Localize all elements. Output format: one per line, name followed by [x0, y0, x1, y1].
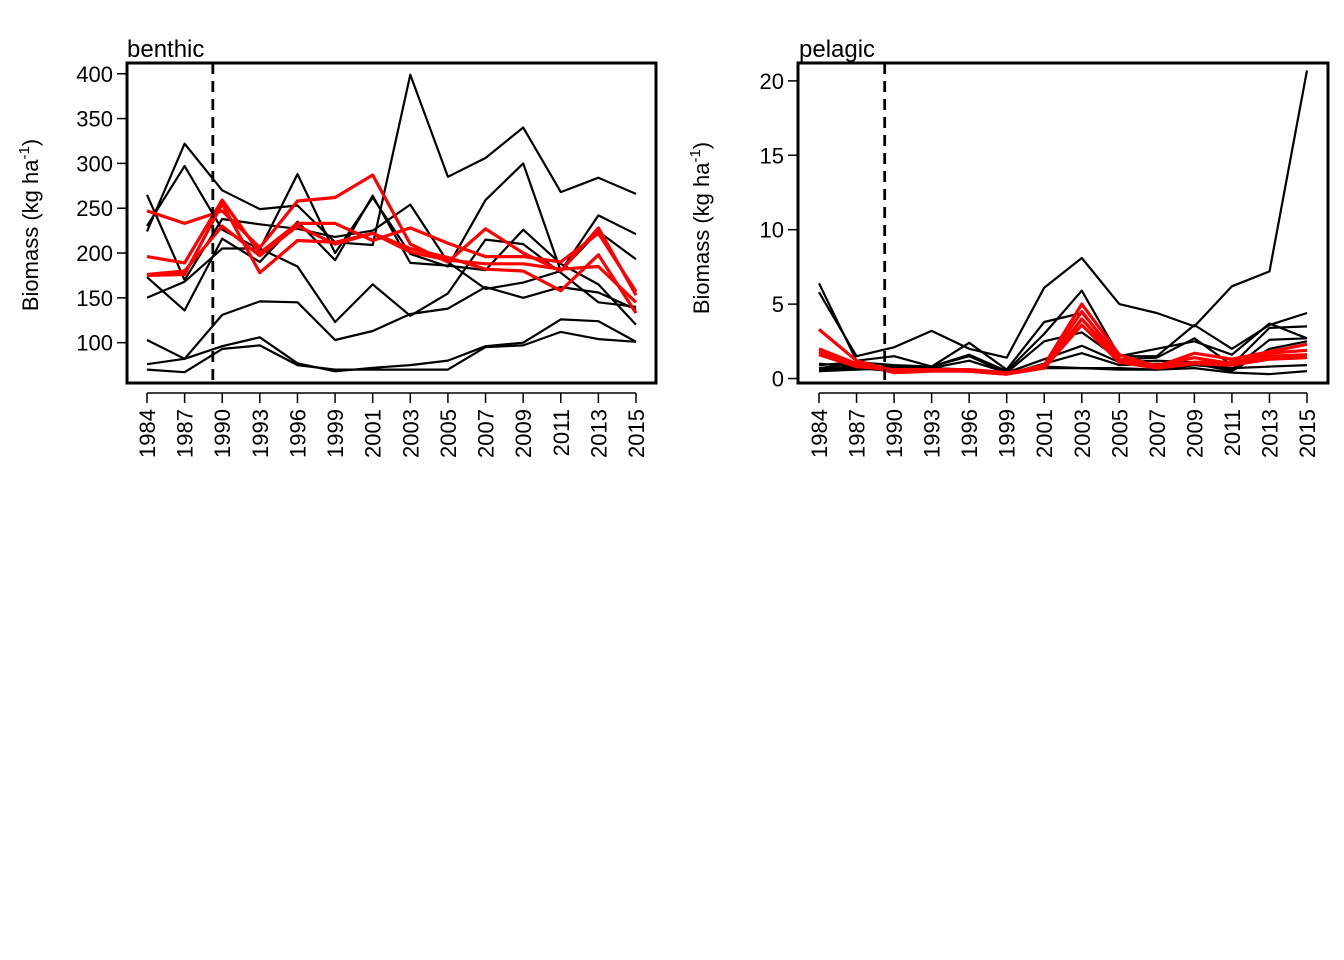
series-line-1 [818, 70, 1309, 359]
y-tick-label: 150 [76, 286, 113, 311]
x-tick-label: 2005 [436, 409, 461, 458]
x-tick-label: 2007 [474, 409, 499, 458]
panel-title: pelagic [799, 36, 875, 63]
x-tick-label: 1996 [285, 409, 310, 458]
y-tick-label: 400 [76, 62, 113, 87]
x-tick-label: 2013 [1257, 409, 1282, 458]
y-axis-label: Biomass (kg ha-1) [16, 139, 43, 311]
y-tick-label: 20 [760, 69, 784, 94]
panel-title: benthic [127, 36, 204, 63]
series-line-2 [818, 282, 1308, 371]
x-tick-label: 2001 [361, 409, 386, 458]
y-tick-label: 300 [76, 151, 113, 176]
series-line-7 [146, 318, 637, 373]
y-tick-label: 250 [76, 196, 113, 221]
x-tick-label: 1987 [845, 409, 870, 458]
x-tick-label: 2009 [511, 409, 536, 458]
y-tick-label: 200 [76, 241, 113, 266]
x-tick-label: 1996 [957, 409, 982, 458]
x-tick-label: 1993 [920, 409, 945, 458]
series-line-10 [146, 198, 638, 293]
x-tick-label: 2015 [1295, 409, 1320, 458]
x-tick-label: 1999 [995, 409, 1020, 458]
benthic-panel: benthic Biomass (kg ha-1) 100 150 200 250 30… [16, 36, 658, 458]
series-line-4 [146, 194, 637, 326]
y-tick-label: 100 [76, 331, 113, 356]
y-tick-label: 350 [76, 107, 113, 132]
x-tick-label: 1990 [882, 409, 907, 458]
x-tick-label: 2001 [1032, 409, 1057, 458]
series-line-3 [145, 194, 637, 290]
series-line-8 [146, 330, 637, 374]
x-tick-label: 1984 [807, 409, 832, 458]
x-tick-label: 2009 [1182, 409, 1207, 458]
x-tick-label: 2013 [586, 409, 611, 458]
x-tick-label: 2003 [1070, 409, 1095, 458]
x-tick-label: 1990 [210, 409, 235, 458]
y-tick-label: 0 [772, 367, 784, 392]
series-line-1 [145, 73, 637, 247]
x-tick-label: 2015 [624, 409, 649, 458]
series-line-11 [146, 202, 638, 314]
series-line-6 [146, 286, 637, 360]
pelagic-panel: pelagic Biomass (kg ha-1) 0 5 10 15 20 1984 19… [687, 36, 1330, 458]
y-tick-label: 5 [772, 292, 784, 317]
series-line-12 [146, 224, 638, 304]
y-tick-label: 15 [760, 143, 784, 168]
x-tick-label: 2007 [1145, 409, 1170, 458]
y-axis-label: Biomass (kg ha-1) [687, 142, 714, 314]
x-tick-label: 1987 [173, 409, 198, 458]
x-tick-label: 1993 [248, 409, 273, 458]
x-tick-label: 1984 [135, 409, 160, 458]
x-tick-label: 1999 [323, 409, 348, 458]
series-line-12 [818, 323, 1308, 376]
x-tick-label: 2011 [1220, 409, 1245, 456]
x-tick-label: 2011 [549, 409, 574, 456]
x-tick-label: 2003 [398, 409, 423, 458]
y-tick-label: 10 [760, 218, 784, 243]
series-line-3 [818, 289, 1308, 373]
x-tick-label: 2005 [1107, 409, 1132, 458]
series-line-5 [146, 238, 637, 324]
